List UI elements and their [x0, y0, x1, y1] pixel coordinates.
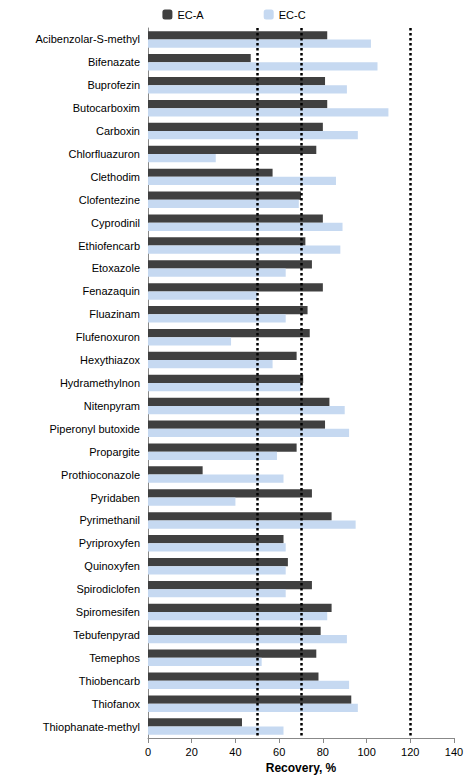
svg-text:Quinoxyfen: Quinoxyfen	[84, 560, 140, 572]
svg-text:Nitenpyram: Nitenpyram	[84, 400, 140, 412]
svg-text:Pyrimethanil: Pyrimethanil	[79, 514, 140, 526]
svg-text:Carboxin: Carboxin	[96, 125, 140, 137]
svg-text:Thiobencarb: Thiobencarb	[79, 675, 140, 687]
svg-text:Hexythiazox: Hexythiazox	[80, 354, 140, 366]
svg-text:20: 20	[186, 746, 198, 758]
svg-text:120: 120	[401, 746, 419, 758]
svg-text:80: 80	[317, 746, 329, 758]
svg-text:Pyridaben: Pyridaben	[90, 492, 140, 504]
svg-text:Thiofanox: Thiofanox	[92, 698, 141, 710]
svg-text:Piperonyl butoxide: Piperonyl butoxide	[49, 423, 140, 435]
svg-text:Hydramethylnon: Hydramethylnon	[60, 377, 140, 389]
svg-text:Etoxazole: Etoxazole	[92, 262, 140, 274]
svg-text:Clethodim: Clethodim	[90, 171, 140, 183]
svg-text:EC-C: EC-C	[279, 9, 306, 21]
svg-text:Spiromesifen: Spiromesifen	[76, 606, 140, 618]
svg-text:Buprofezin: Buprofezin	[87, 79, 140, 91]
svg-text:Bifenazate: Bifenazate	[88, 56, 140, 68]
svg-text:Ethiofencarb: Ethiofencarb	[78, 240, 140, 252]
svg-text:Chlorfluazuron: Chlorfluazuron	[68, 148, 140, 160]
svg-text:Clofentezine: Clofentezine	[79, 194, 140, 206]
svg-text:Acibenzolar-S-methyl: Acibenzolar-S-methyl	[35, 33, 140, 45]
svg-text:Spirodiclofen: Spirodiclofen	[76, 583, 140, 595]
svg-text:Propargite: Propargite	[89, 446, 140, 458]
svg-text:Flufenoxuron: Flufenoxuron	[76, 331, 140, 343]
svg-text:Pyriproxyfen: Pyriproxyfen	[79, 537, 140, 549]
svg-text:EC-A: EC-A	[177, 9, 204, 21]
svg-text:40: 40	[229, 746, 241, 758]
svg-text:Butocarboxim: Butocarboxim	[73, 102, 140, 114]
svg-text:Thiophanate-methyl: Thiophanate-methyl	[43, 721, 140, 733]
svg-text:100: 100	[357, 746, 375, 758]
svg-text:140: 140	[445, 746, 463, 758]
svg-text:Recovery, %: Recovery, %	[266, 761, 337, 775]
svg-text:Temephos: Temephos	[89, 652, 140, 664]
svg-text:Prothioconazole: Prothioconazole	[61, 469, 140, 481]
svg-text:Tebufenpyrad: Tebufenpyrad	[73, 629, 140, 641]
svg-text:Cyprodinil: Cyprodinil	[91, 217, 140, 229]
svg-text:0: 0	[145, 746, 151, 758]
svg-text:60: 60	[273, 746, 285, 758]
svg-text:Fenazaquin: Fenazaquin	[83, 285, 141, 297]
svg-text:Fluazinam: Fluazinam	[89, 308, 140, 320]
